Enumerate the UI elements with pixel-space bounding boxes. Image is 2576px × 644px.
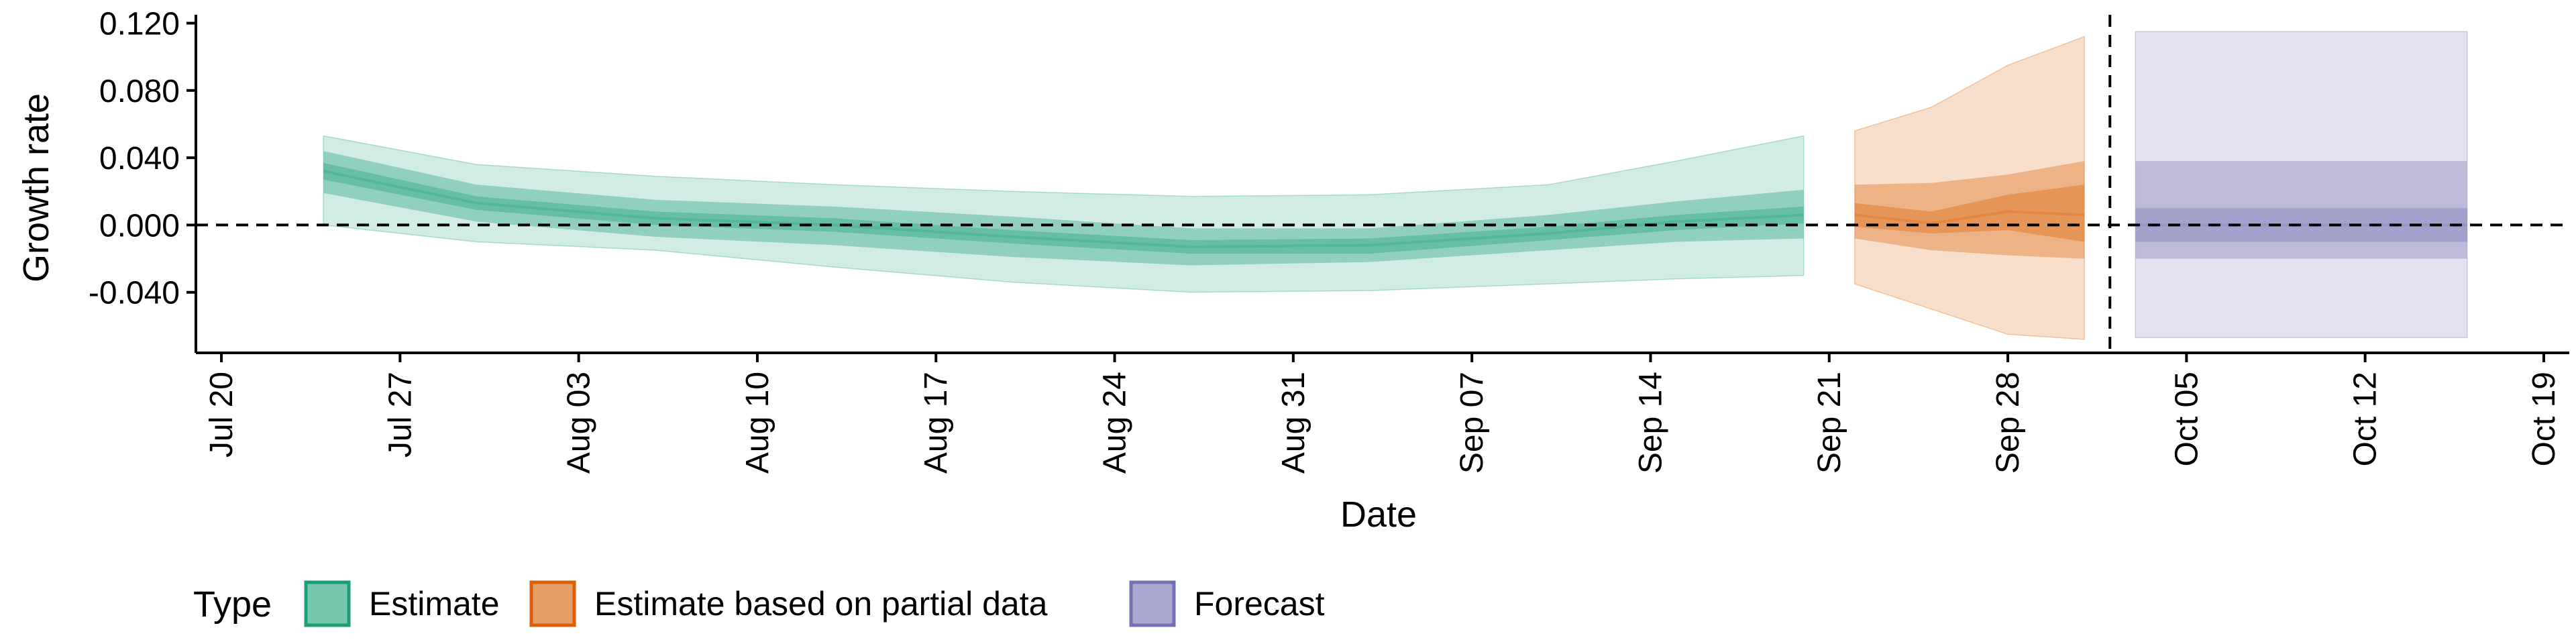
- x-tick-label: Jul 20: [204, 372, 239, 458]
- x-tick-label: Oct 05: [2169, 372, 2204, 466]
- estimate-based-on-partial-data-median-line: [1854, 210, 2085, 225]
- legend-label: Forecast: [1194, 585, 1325, 623]
- y-tick-label: 0.000: [99, 208, 180, 244]
- x-tick-label: Sep 28: [1990, 372, 2026, 474]
- legend-key-forecast: [1129, 580, 1176, 627]
- x-tick-label: Aug 10: [740, 372, 775, 474]
- y-tick-label: -0.040: [89, 276, 180, 311]
- estimate-based-on-partial-data-inner-band: [1854, 184, 2085, 242]
- x-tick-label: Oct 12: [2348, 372, 2383, 466]
- legend-key-estimate-based-on-partial-data: [529, 580, 576, 627]
- legend-title: Type: [193, 584, 272, 625]
- axes-layer: 0.120 0.080 0.040 0.000 -0.040 Jul 20 Jul 27 Au…: [89, 7, 2569, 474]
- legend-label: Estimate based on partial data: [594, 585, 1048, 623]
- estimate-based-on-partial-data-mid-band: [1854, 161, 2085, 259]
- x-tick-label: Aug 24: [1097, 372, 1133, 474]
- legend-label: Estimate: [369, 585, 500, 623]
- x-tick-label: Oct 19: [2526, 372, 2562, 466]
- x-tick-label: Jul 27: [382, 372, 418, 458]
- estimate-outer-band: [323, 135, 1805, 293]
- x-tick-label: Aug 31: [1276, 372, 1311, 474]
- y-axis-title: Growth rate: [16, 93, 56, 282]
- x-tick-label: Sep 14: [1633, 372, 1669, 474]
- x-tick-label: Aug 17: [918, 372, 954, 474]
- forecast-inner-band: [2135, 208, 2467, 242]
- reference-lines-layer: [196, 15, 2569, 353]
- forecast-mid-band: [2135, 161, 2467, 259]
- y-tick-label: 0.080: [99, 74, 180, 109]
- estimate-mid-band: [323, 151, 1804, 266]
- estimate-inner-band: [323, 162, 1804, 254]
- x-tick-label: Aug 03: [561, 372, 597, 474]
- y-tick-label: 0.120: [99, 7, 180, 42]
- x-tick-label: Sep 21: [1812, 372, 1847, 474]
- legend-key-estimate: [304, 580, 351, 627]
- x-tick-label: Sep 07: [1454, 372, 1490, 474]
- estimate-based-on-partial-data-outer-band: [1854, 36, 2085, 340]
- y-tick-label: 0.040: [99, 141, 180, 176]
- estimate-median-line: [323, 170, 1804, 249]
- forecast-outer-band: [2135, 31, 2468, 339]
- ribbons-layer: [323, 31, 2468, 340]
- x-axis-title: Date: [1340, 494, 1417, 535]
- legend: Type Estimate Estimate based on partial da…: [193, 580, 1325, 627]
